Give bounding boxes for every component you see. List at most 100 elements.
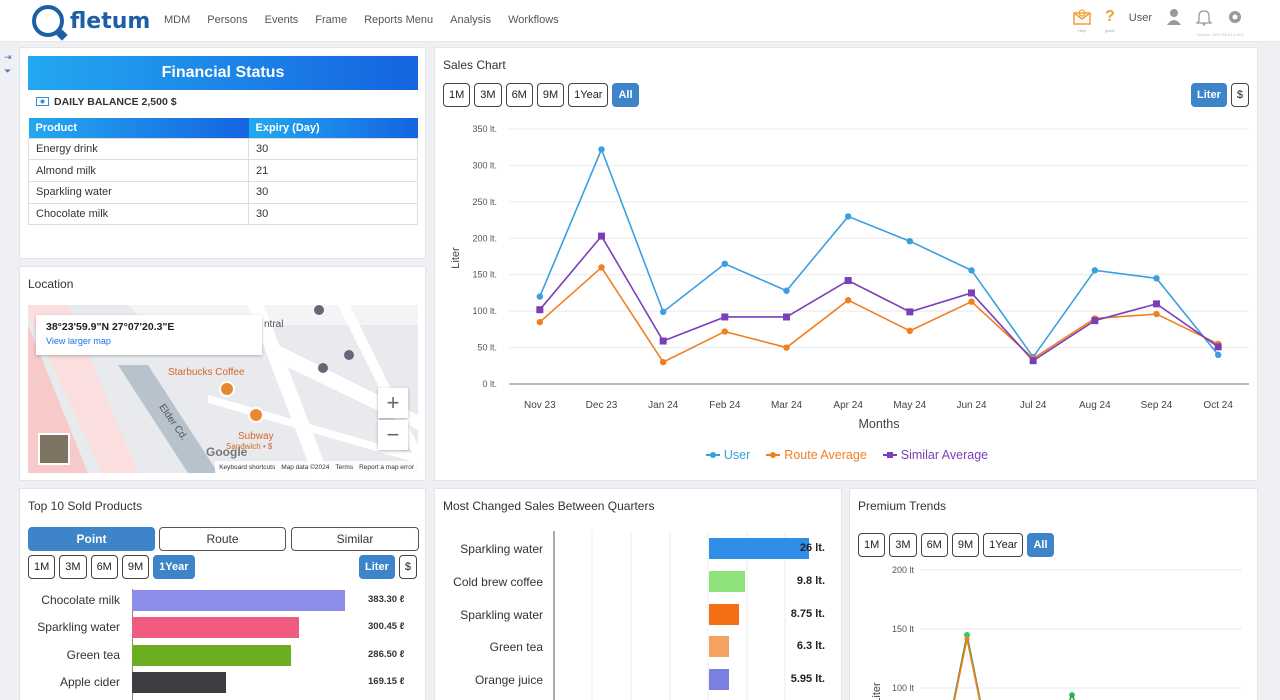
sales-chart-card: Sales Chart 1M 3M 6M 9M 1Year All Liter … xyxy=(434,47,1258,481)
nav-item-frame[interactable]: Frame xyxy=(315,14,348,26)
satellite-toggle[interactable] xyxy=(38,433,70,465)
nav-item-mdm[interactable]: MDM xyxy=(164,14,191,26)
range-1m-button[interactable]: 1M xyxy=(443,83,471,107)
bar[interactable] xyxy=(709,603,739,625)
bar[interactable] xyxy=(709,538,809,559)
range-9m-button[interactable]: 9M xyxy=(951,533,980,557)
table-row: Energy drink 30 xyxy=(28,137,418,161)
range-1m-button[interactable]: 1M xyxy=(858,533,886,557)
user-name[interactable]: User xyxy=(1128,12,1152,24)
financial-status-card: Financial Status DAILY BALANCE 2,500 $ P… xyxy=(19,47,426,259)
unit-dollar-button[interactable]: $ xyxy=(1230,83,1249,107)
column-header-expiry: Expiry (Day) xyxy=(248,118,418,138)
x-tick-label: Feb 24 xyxy=(709,400,741,411)
range-6m-button[interactable]: 6M xyxy=(90,555,118,579)
x-tick-label: Jun 24 xyxy=(956,400,986,411)
unit-dollar-button[interactable]: $ xyxy=(398,555,417,579)
nav-item-workflows[interactable]: Workflows xyxy=(508,14,559,26)
range-1year-button[interactable]: 1Year xyxy=(983,533,1024,557)
bar-row: Sparkling water 26 lt. xyxy=(435,538,841,560)
segment-route[interactable]: Route xyxy=(159,527,286,551)
nav-item-events[interactable]: Events xyxy=(264,14,299,26)
y-tick-label: 300 lt. xyxy=(472,160,497,170)
bar[interactable] xyxy=(132,644,292,666)
top-right-tools: Help ? guide User xyxy=(1073,6,1244,36)
series-line xyxy=(1068,693,1076,700)
guide-label: guide xyxy=(1104,28,1115,33)
bar-label: Green tea xyxy=(489,640,543,655)
food-pin-icon[interactable] xyxy=(248,407,264,423)
legend-item-user[interactable]: User xyxy=(705,448,751,462)
guide-button[interactable]: ? guide xyxy=(1105,6,1115,33)
sales-range-buttons: 1M 3M 6M 9M 1Year All xyxy=(443,83,639,107)
range-6m-button[interactable]: 6M xyxy=(920,533,948,557)
y-tick-label: 0 lt. xyxy=(482,379,497,389)
nav-item-persons[interactable]: Persons xyxy=(207,14,248,26)
segment-point[interactable]: Point xyxy=(28,527,155,551)
bar[interactable] xyxy=(132,671,226,693)
bar[interactable] xyxy=(132,590,345,611)
data-point xyxy=(536,318,544,326)
range-9m-button[interactable]: 9M xyxy=(121,555,150,579)
view-larger-map-link[interactable]: View larger map xyxy=(46,336,111,346)
data-point xyxy=(968,298,975,305)
legend-label-user: User xyxy=(723,448,751,462)
range-3m-button[interactable]: 3M xyxy=(889,533,917,557)
logo[interactable]: fletum xyxy=(32,4,150,38)
range-6m-button[interactable]: 6M xyxy=(505,83,533,107)
y-tick-label: 200 lt xyxy=(892,565,915,575)
unit-liter-button[interactable]: Liter xyxy=(1191,83,1227,107)
zoom-in-button[interactable]: + xyxy=(378,388,408,418)
filter-icon[interactable]: ⏷ xyxy=(4,66,12,76)
range-all-button[interactable]: All xyxy=(1027,533,1054,557)
data-point xyxy=(964,632,970,638)
settings-button[interactable] xyxy=(1226,6,1244,28)
help-envelope-icon xyxy=(1073,6,1091,28)
range-all-button[interactable]: All xyxy=(612,83,639,107)
bar-label: Apple cider xyxy=(59,674,120,689)
range-3m-button[interactable]: 3M xyxy=(59,555,87,579)
range-1year-button[interactable]: 1Year xyxy=(568,83,609,107)
premium-line-chart: 100 lt 150 lt 200 lt Liter xyxy=(871,565,1242,700)
unit-liter-button[interactable]: Liter xyxy=(359,555,395,579)
range-1m-button[interactable]: 1M xyxy=(28,555,56,579)
logo-icon xyxy=(32,5,64,37)
data-point xyxy=(659,308,667,316)
x-tick-label: Apr 24 xyxy=(833,400,863,411)
coffee-pin-icon[interactable] xyxy=(219,381,235,397)
bar-row: Apple cider 169.15 ℓ xyxy=(20,671,425,693)
financial-status-title: Financial Status xyxy=(28,56,418,90)
location-card: Location 38°23'59.9"N 27°07'20.3"E View … xyxy=(19,266,426,481)
map-footer: Keyboard shortcuts Map data ©2024 Terms … xyxy=(215,461,418,473)
nav-item-reports-menu[interactable]: Reports Menu xyxy=(364,14,434,26)
notifications-button[interactable] xyxy=(1196,6,1212,28)
range-1year-button[interactable]: 1Year xyxy=(153,555,195,579)
map-view[interactable]: 38°23'59.9"N 27°07'20.3"E View larger ma… xyxy=(28,305,418,473)
report-error-link[interactable]: Report a map error xyxy=(359,463,414,471)
poi-subway-label[interactable]: Subway xyxy=(238,431,274,442)
most-changed-title: Most Changed Sales Between Quarters xyxy=(443,499,655,513)
data-point xyxy=(721,313,729,321)
y-tick-label: 250 lt. xyxy=(472,197,497,207)
bar[interactable] xyxy=(709,669,729,691)
legend-item-route-average[interactable]: Route Average xyxy=(766,448,867,462)
daily-balance: DAILY BALANCE 2,500 $ xyxy=(36,96,177,108)
terms-link[interactable]: Terms xyxy=(335,463,354,471)
segment-similar[interactable]: Similar xyxy=(291,527,419,551)
legend-item-similar-average[interactable]: Similar Average xyxy=(882,448,988,462)
nav-item-analysis[interactable]: Analysis xyxy=(450,14,492,26)
user-avatar-button[interactable] xyxy=(1166,6,1182,28)
data-point xyxy=(598,264,605,271)
poi-starbucks-label[interactable]: Starbucks Coffee xyxy=(168,367,245,378)
bar[interactable] xyxy=(709,570,745,592)
range-9m-button[interactable]: 9M xyxy=(536,83,565,107)
help-button[interactable]: Help xyxy=(1073,6,1091,33)
zoom-out-button[interactable]: − xyxy=(378,420,408,450)
y-tick-label: 50 lt. xyxy=(477,343,497,353)
keyboard-shortcuts-link[interactable]: Keyboard shortcuts xyxy=(219,463,276,471)
data-point xyxy=(536,306,544,314)
bar[interactable] xyxy=(709,636,729,658)
range-3m-button[interactable]: 3M xyxy=(474,83,502,107)
collapse-sidebar-icon[interactable]: ⇥ xyxy=(4,52,12,62)
bar[interactable] xyxy=(132,617,299,639)
